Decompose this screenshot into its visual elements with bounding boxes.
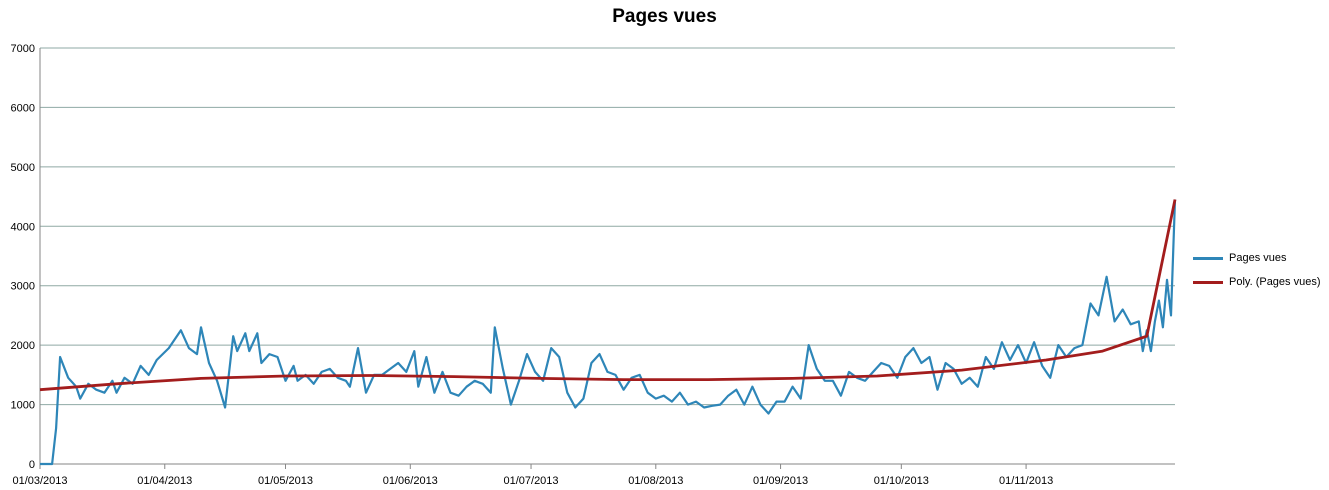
series-lines <box>39 199 1177 466</box>
x-tick-label: 01/07/2013 <box>503 475 558 487</box>
x-tick-label: 01/09/2013 <box>753 475 808 487</box>
y-tick-label: 4000 <box>11 221 35 233</box>
x-tick-label: 01/03/2013 <box>12 475 67 487</box>
gridlines <box>40 47 1175 465</box>
x-axis-ticks: 01/03/2013 01/04/2013 01/05/2013 01/06/2013… <box>12 464 1053 487</box>
legend-item-poly-trend: Poly. (Pages vues) <box>1193 270 1321 294</box>
legend-swatch-pages-vues <box>1193 256 1223 260</box>
y-tick-label: 0 <box>29 459 35 471</box>
series-line-poly-trend <box>39 199 1177 392</box>
x-tick-label: 01/08/2013 <box>628 475 683 487</box>
y-tick-label: 3000 <box>11 281 35 293</box>
series-line-pages-vues <box>40 199 1177 466</box>
x-tick-label: 01/11/2013 <box>999 475 1053 487</box>
y-tick-label: 5000 <box>11 162 35 174</box>
axes <box>39 48 1175 465</box>
x-tick-label: 01/04/2013 <box>137 475 192 487</box>
legend-item-pages-vues: Pages vues <box>1193 246 1321 270</box>
legend: Pages vues Poly. (Pages vues) <box>1193 246 1321 294</box>
y-tick-label: 7000 <box>11 43 35 55</box>
y-tick-label: 1000 <box>11 400 35 412</box>
y-tick-label: 6000 <box>11 102 35 114</box>
x-tick-label: 01/06/2013 <box>383 475 438 487</box>
x-tick-label: 01/10/2013 <box>874 475 929 487</box>
y-tick-label: 2000 <box>11 340 35 352</box>
y-axis-ticks: 0 1000 2000 3000 4000 5000 6000 7000 <box>11 43 35 471</box>
x-tick-label: 01/05/2013 <box>258 475 313 487</box>
legend-label-poly-trend: Poly. (Pages vues) <box>1229 276 1321 288</box>
legend-swatch-poly-trend <box>1193 280 1223 284</box>
legend-label-pages-vues: Pages vues <box>1229 252 1287 264</box>
chart-title: Pages vues <box>612 6 717 27</box>
